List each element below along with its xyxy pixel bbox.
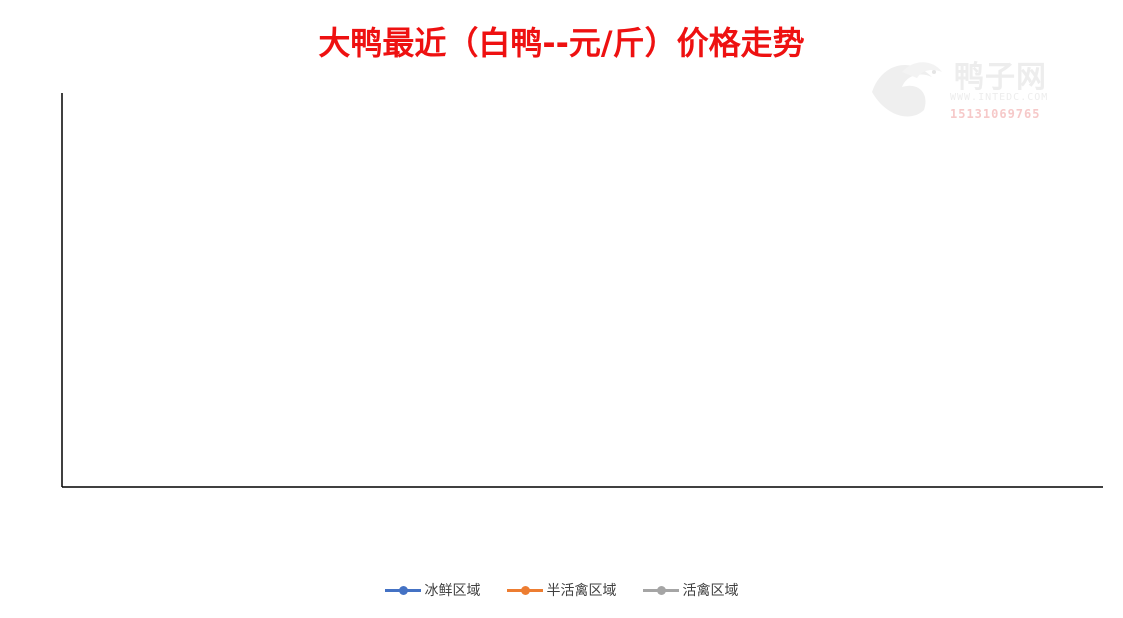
watermark: 鸭子网 WWW.INTEDC.COM 15131069765	[862, 52, 1102, 124]
legend-swatch	[384, 585, 421, 595]
legend-label: 活禽区域	[682, 583, 739, 599]
duck-logo-icon	[872, 62, 942, 117]
watermark-name: 鸭子网	[954, 60, 1047, 95]
legend-label: 冰鲜区域	[424, 583, 481, 599]
axes	[61, 93, 1103, 488]
legend: 冰鲜区域 半活禽区域 活禽区域	[0, 580, 1123, 600]
legend-label: 半活禽区域	[546, 583, 617, 599]
legend-item: 半活禽区域	[506, 580, 617, 600]
legend-swatch	[642, 585, 679, 595]
legend-swatch	[506, 585, 543, 595]
legend-item: 活禽区域	[642, 580, 739, 600]
watermark-phone: 15131069765	[950, 107, 1041, 121]
chart-title: 大鸭最近（白鸭--元/斤）价格走势	[318, 24, 805, 62]
legend-item: 冰鲜区域	[384, 580, 481, 600]
watermark-site: WWW.INTEDC.COM	[950, 92, 1049, 103]
